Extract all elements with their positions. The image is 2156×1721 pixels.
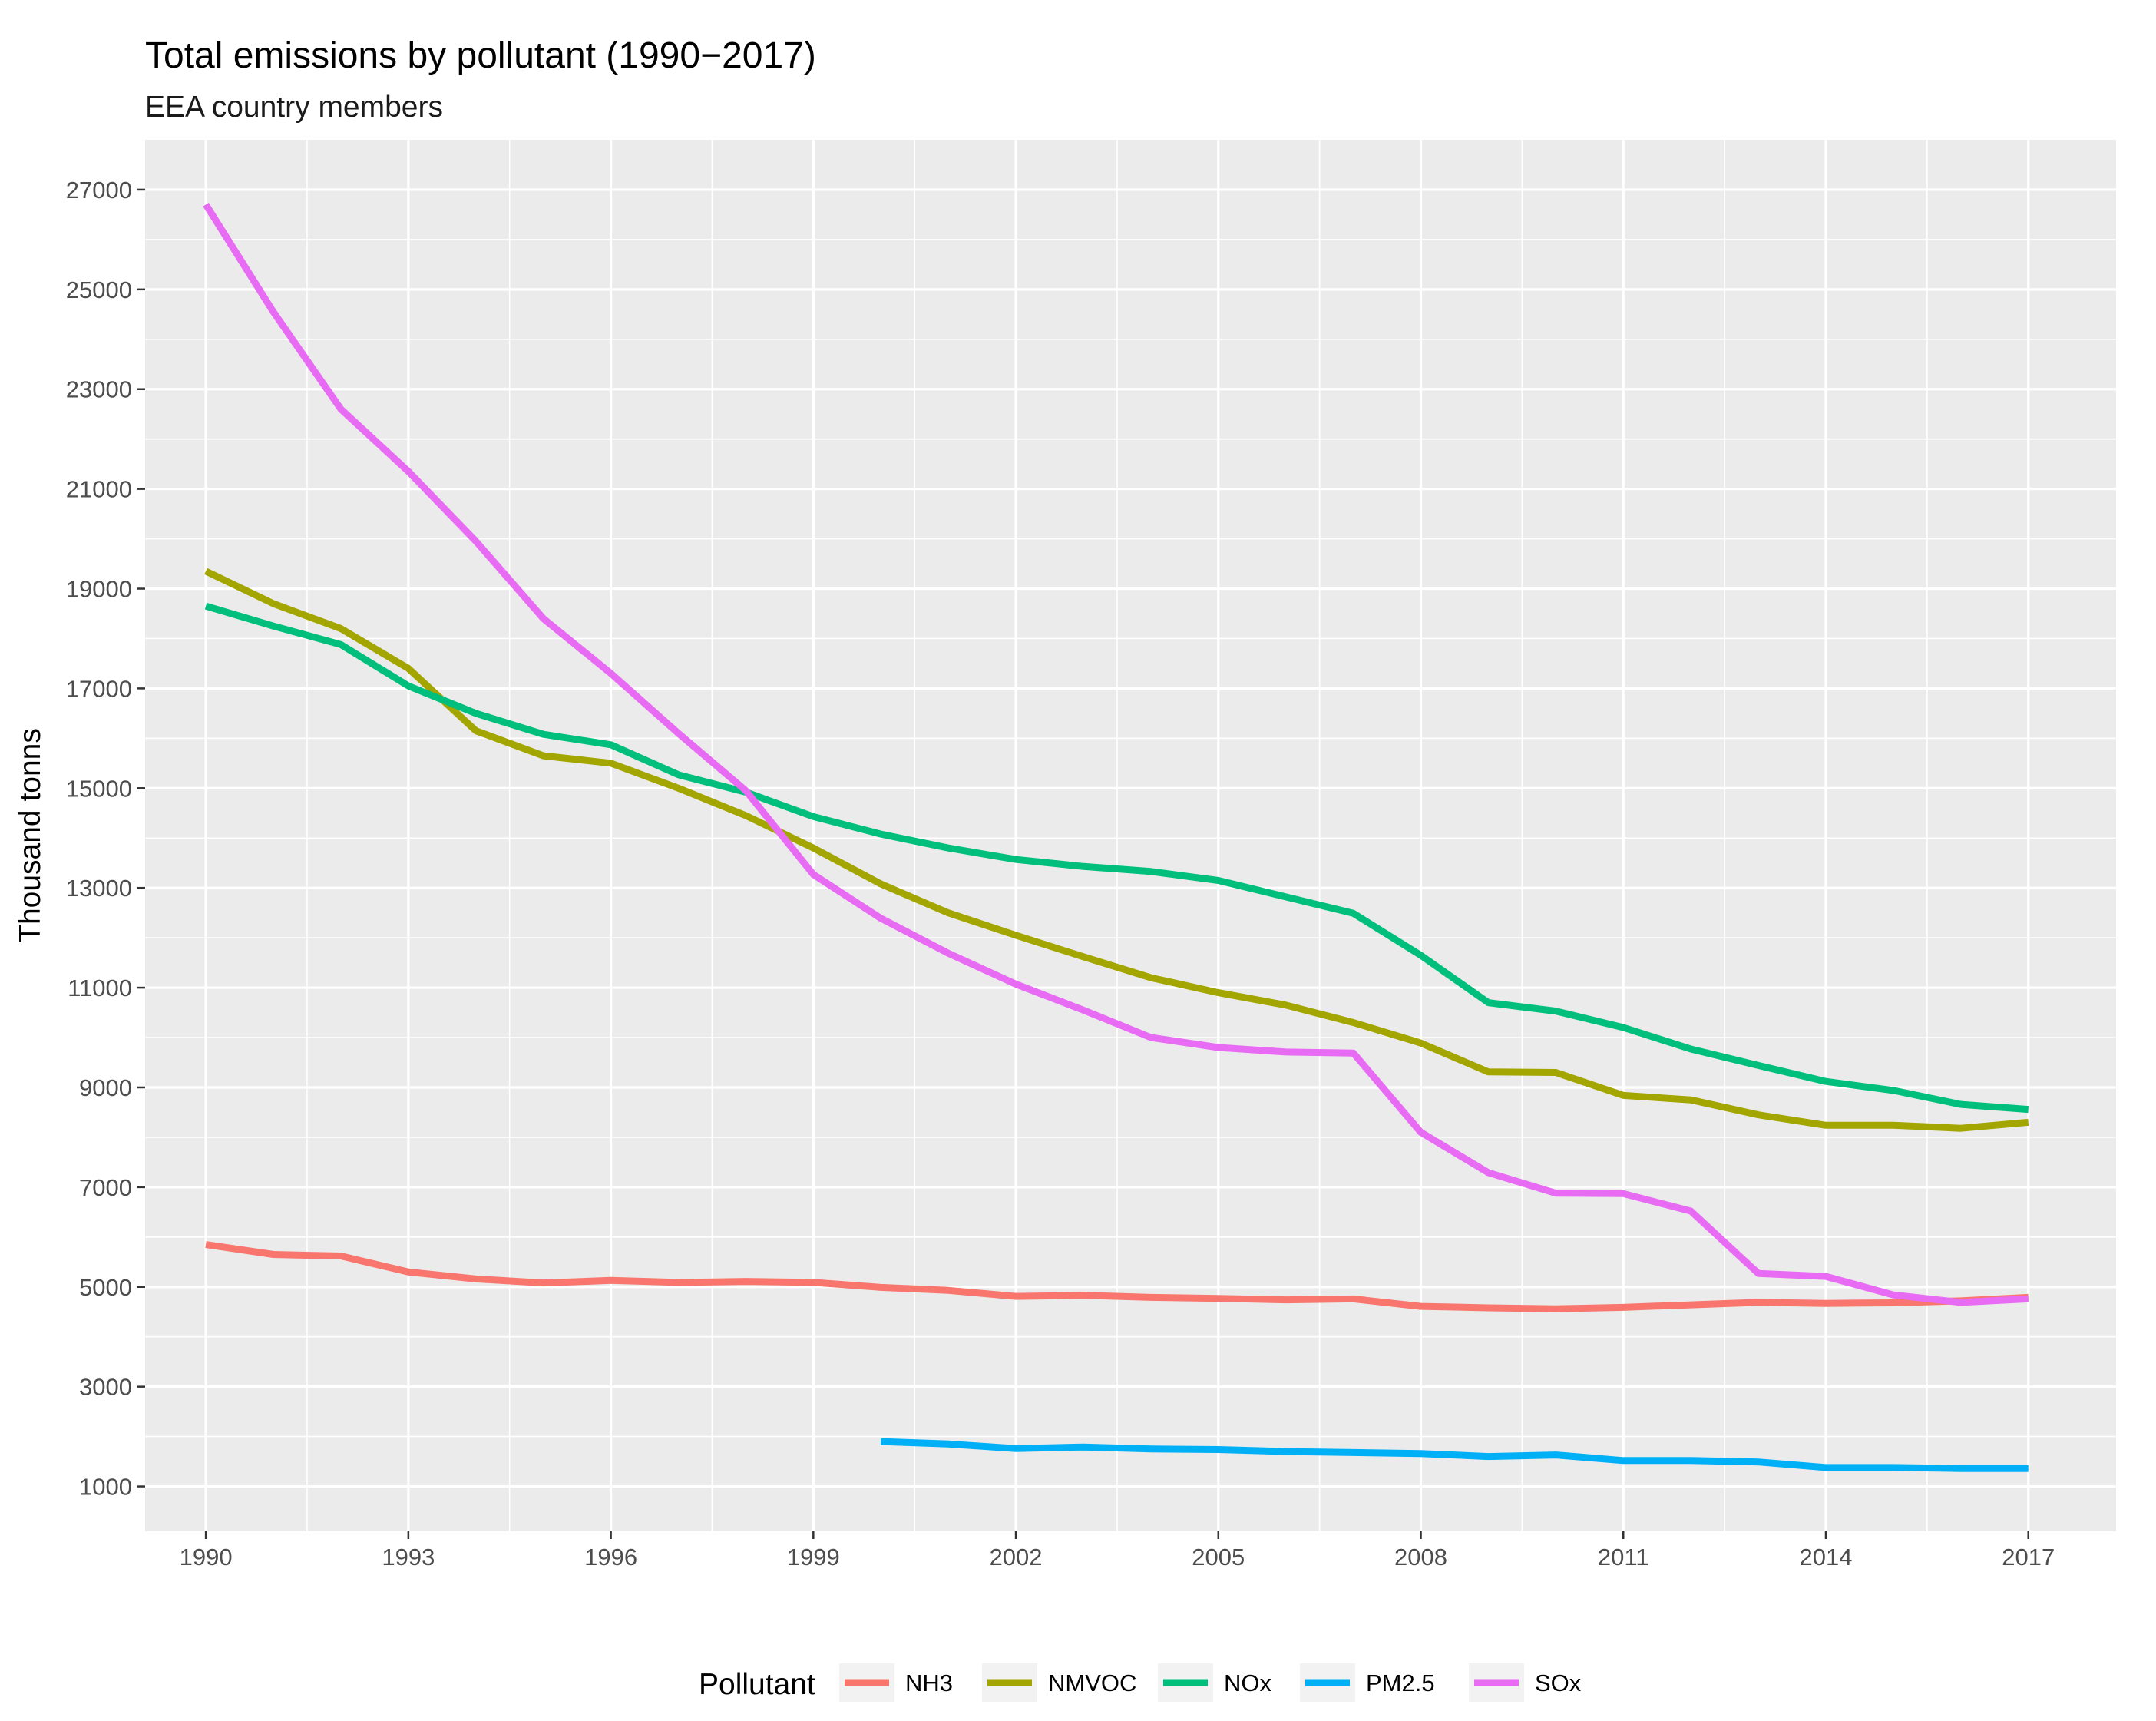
x-tick-label: 1990 (180, 1544, 233, 1570)
y-tick-label: 5000 (79, 1274, 132, 1301)
y-tick-label: 15000 (66, 775, 132, 802)
series-line-nh3 (205, 1241, 2029, 1312)
x-tick-label: 1999 (787, 1544, 840, 1570)
legend-item-nh3: NH3 (839, 1663, 953, 1702)
y-tick-label: 13000 (66, 875, 132, 902)
x-tick-label: 2017 (2002, 1544, 2055, 1570)
y-tick-label: 27000 (66, 177, 132, 204)
x-tick-label: 2011 (1598, 1544, 1649, 1570)
legend-item-nox: NOx (1158, 1663, 1272, 1702)
legend-label-nox: NOx (1224, 1670, 1272, 1696)
x-tick-label: 2002 (990, 1544, 1043, 1570)
series-line-pm2-5 (881, 1438, 2029, 1472)
legend-label-nmvoc: NMVOC (1048, 1670, 1136, 1696)
y-tick-label: 1000 (79, 1474, 132, 1501)
chart-subtitle: EEA country members (145, 91, 443, 124)
legend-title: Pollutant (699, 1668, 815, 1701)
major-gridlines (145, 140, 2116, 1531)
legend-item-sox: SOx (1469, 1663, 1582, 1702)
legend-items: NH3 NMVOC NOx PM2.5 SOx (839, 1663, 1582, 1702)
y-tick-label: 25000 (66, 276, 132, 303)
y-tick-label: 17000 (66, 675, 132, 702)
y-tick-label: 9000 (79, 1074, 132, 1101)
plot-panel (145, 140, 2116, 1531)
x-tick-label: 1996 (584, 1544, 637, 1570)
y-tick-label: 7000 (79, 1174, 132, 1201)
legend-item-nmvoc: NMVOC (982, 1663, 1136, 1702)
y-tick-label: 11000 (68, 975, 132, 1001)
y-axis-title: Thousand tonns (14, 728, 47, 943)
y-axis: 1000 3000 5000 7000 9000 11000 13000 15000 17000… (66, 177, 145, 1501)
minor-gridlines (145, 140, 2116, 1531)
series-line-nmvoc (204, 568, 2029, 1132)
legend-item-pm2-5: PM2.5 (1300, 1663, 1435, 1702)
y-tick-label: 21000 (66, 476, 132, 503)
x-tick-label: 2005 (1192, 1544, 1245, 1570)
legend: Pollutant NH3 NMVOC NOx PM2.5 SOx (699, 1663, 1582, 1702)
legend-label-sox: SOx (1535, 1670, 1582, 1696)
y-tick-label: 3000 (79, 1374, 132, 1401)
legend-label-nh3: NH3 (905, 1670, 953, 1696)
y-tick-label: 19000 (66, 576, 132, 603)
y-tick-label: 23000 (66, 376, 132, 403)
x-tick-label: 2014 (1799, 1544, 1852, 1570)
legend-label-pm2-5: PM2.5 (1366, 1670, 1435, 1696)
series-lines (203, 203, 2029, 1472)
x-axis: 1990 1993 1996 1999 2002 2005 2008 2011 2014 2017 (180, 1531, 2055, 1570)
chart-title: Total emissions by pollutant (1990−2017) (145, 35, 816, 76)
series-line-nox (204, 602, 2029, 1114)
x-tick-label: 1993 (382, 1544, 435, 1570)
x-tick-label: 2008 (1394, 1544, 1447, 1570)
series-line-sox (203, 203, 2029, 1306)
